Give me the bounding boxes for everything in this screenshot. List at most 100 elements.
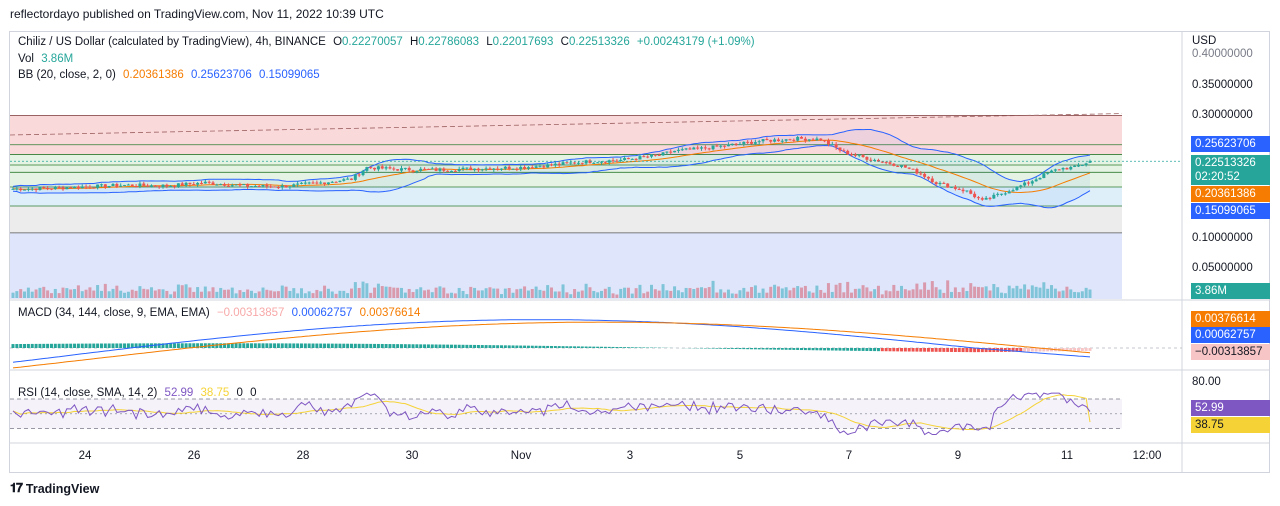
macd-hist-bar [769, 348, 773, 350]
macd-hist-bar [346, 343, 350, 348]
candle [930, 178, 934, 183]
volume-bar [723, 292, 727, 298]
volume-bar [484, 288, 488, 298]
macd-hist-bar [199, 343, 203, 348]
volume-bar [30, 291, 34, 298]
macd-hist-bar [307, 343, 311, 348]
candle [815, 138, 819, 141]
volume-bar [553, 291, 557, 298]
macd-hist-bar [488, 345, 492, 348]
volume-bar [769, 286, 773, 298]
macd-hist-bar [561, 346, 565, 348]
candle [807, 139, 811, 141]
candle [615, 160, 619, 162]
macd-hist-bar [457, 344, 461, 348]
candle [634, 158, 638, 160]
candle [103, 184, 107, 188]
macd-hist-bar [753, 348, 757, 350]
volume-bar [784, 287, 788, 298]
volume-bar [407, 288, 411, 298]
candle [138, 183, 142, 187]
volume-bar [26, 287, 30, 298]
rsi-value-tag: 52.99 [1191, 400, 1270, 416]
volume-bar [946, 280, 950, 298]
bb-basis-value: 0.20361386 [123, 69, 184, 81]
macd-hist-bar [880, 348, 884, 352]
macd-hist-bar [750, 348, 754, 350]
volume-bar [934, 287, 938, 298]
candle [253, 185, 257, 187]
macd-hist-bar [349, 343, 353, 348]
volume-bar [561, 284, 565, 298]
volume-bar [184, 284, 188, 298]
macd-hist-bar [530, 345, 534, 348]
macd-hist-bar [1011, 348, 1015, 352]
volume-bar [96, 285, 100, 298]
candle [573, 162, 577, 164]
candle [842, 150, 846, 152]
volume-bar [761, 288, 765, 298]
candle [499, 168, 503, 170]
macd-hist-bar [1007, 348, 1011, 352]
macd-hist-bar [930, 348, 934, 352]
bb-label[interactable]: BB (20, close, 2, 0) [18, 69, 116, 81]
volume-bar [569, 294, 573, 298]
volume-bar [61, 287, 65, 298]
macd-hist-bar [234, 343, 238, 348]
volume-bar [646, 291, 650, 298]
macd-hist-bar [1061, 348, 1065, 352]
volume-bar [496, 288, 500, 298]
candle [407, 167, 411, 171]
volume-bar [1061, 290, 1065, 298]
candle [69, 187, 73, 189]
chart-frame [9, 31, 1270, 473]
rsi-label[interactable]: RSI (14, close, SMA, 14, 2) [18, 387, 158, 399]
macd-hist-bar [884, 348, 888, 352]
candle [161, 184, 165, 187]
macd-signal-tag: 0.00376614 [1191, 311, 1270, 327]
candle [957, 188, 961, 190]
volume-bar [215, 291, 219, 298]
macd-hist-bar [426, 344, 430, 348]
volume-bar [838, 282, 842, 298]
volume-bar [576, 291, 580, 298]
candle [307, 182, 311, 184]
macd-hist-bar [103, 343, 107, 348]
candle [342, 179, 346, 181]
volume-bar [42, 286, 46, 298]
volume-bar [207, 291, 211, 298]
tradingview-logo[interactable]: 𝟏𝟕 TradingView [10, 481, 100, 496]
volume-bar [119, 290, 123, 298]
volume-bar [303, 293, 307, 298]
candle [876, 159, 880, 162]
time-tick-1200: 12:00 [1132, 450, 1162, 462]
candle [546, 164, 550, 168]
macd-value: 0.00062757 [291, 307, 353, 319]
volume-bar [299, 288, 303, 298]
candle [850, 154, 854, 156]
candle [480, 169, 484, 171]
macd-hist-bar [623, 347, 627, 348]
candle [1019, 185, 1023, 187]
volume-bar [815, 285, 819, 298]
volume-bar [199, 291, 203, 298]
macd-hist-bar [15, 344, 19, 348]
candle [511, 168, 515, 170]
candle [42, 187, 46, 189]
macd-label[interactable]: MACD (34, 144, close, 9, EMA, EMA) [18, 307, 210, 319]
volume-bar [923, 282, 927, 298]
volume-bar [157, 289, 161, 298]
volume-label[interactable]: Vol [18, 53, 34, 65]
macd-hist-bar [853, 348, 857, 351]
symbol-title[interactable]: Chiliz / US Dollar (calculated by Tradin… [18, 36, 326, 48]
macd-hist-bar [969, 348, 973, 353]
price-axis-currency: USD [1192, 35, 1217, 47]
volume-bar [907, 290, 911, 298]
volume-bar [1080, 291, 1084, 298]
candle [1030, 181, 1034, 184]
rsi-value: 52.99 [164, 387, 194, 399]
price-tick-040: 0.40000000 [1192, 48, 1253, 60]
volume-bar [780, 288, 784, 298]
volume-bar [965, 291, 969, 298]
